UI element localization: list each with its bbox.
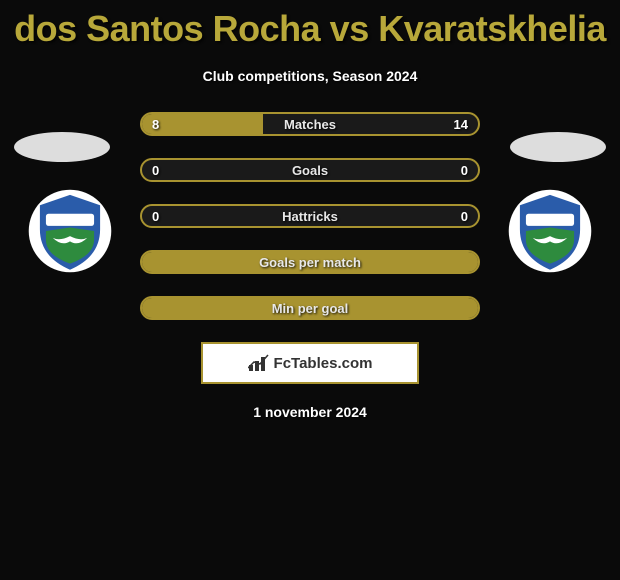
stat-label: Matches	[142, 114, 478, 134]
stat-value-right: 0	[461, 160, 468, 180]
bar-chart-icon	[248, 354, 270, 372]
shield-icon	[507, 188, 593, 274]
stat-bar: Goals0 0	[140, 158, 480, 182]
club-badge-right	[507, 188, 593, 274]
brand-text: FcTables.com	[274, 355, 373, 372]
stat-label: Hattricks	[142, 206, 478, 226]
stat-bars: Matches814Goals00Hattricks00Goals per ma…	[140, 112, 480, 320]
shield-icon	[27, 188, 113, 274]
brand-box: FcTables.com	[201, 342, 419, 384]
stat-value-left: 0	[152, 206, 159, 226]
subtitle: Club competitions, Season 2024	[0, 68, 620, 84]
stat-label: Goals per match	[142, 252, 478, 272]
player-right-placeholder	[510, 132, 606, 162]
player-left-placeholder	[14, 132, 110, 162]
page-title: dos Santos Rocha vs Kvaratskhelia	[0, 0, 620, 50]
stat-label: Min per goal	[142, 298, 478, 318]
stat-label: Goals	[142, 160, 478, 180]
stat-value-right: 14	[454, 114, 468, 134]
stat-bar: Min per goal	[140, 296, 480, 320]
stat-bar: Matches8 14	[140, 112, 480, 136]
stat-value-right: 0	[461, 206, 468, 226]
stat-bar: Goals per match	[140, 250, 480, 274]
club-badge-left	[27, 188, 113, 274]
date-label: 1 november 2024	[0, 404, 620, 420]
stat-value-left: 8	[152, 114, 159, 134]
comparison-panel: Matches814Goals00Hattricks00Goals per ma…	[0, 112, 620, 420]
stat-bar: Hattricks0 0	[140, 204, 480, 228]
stat-value-left: 0	[152, 160, 159, 180]
